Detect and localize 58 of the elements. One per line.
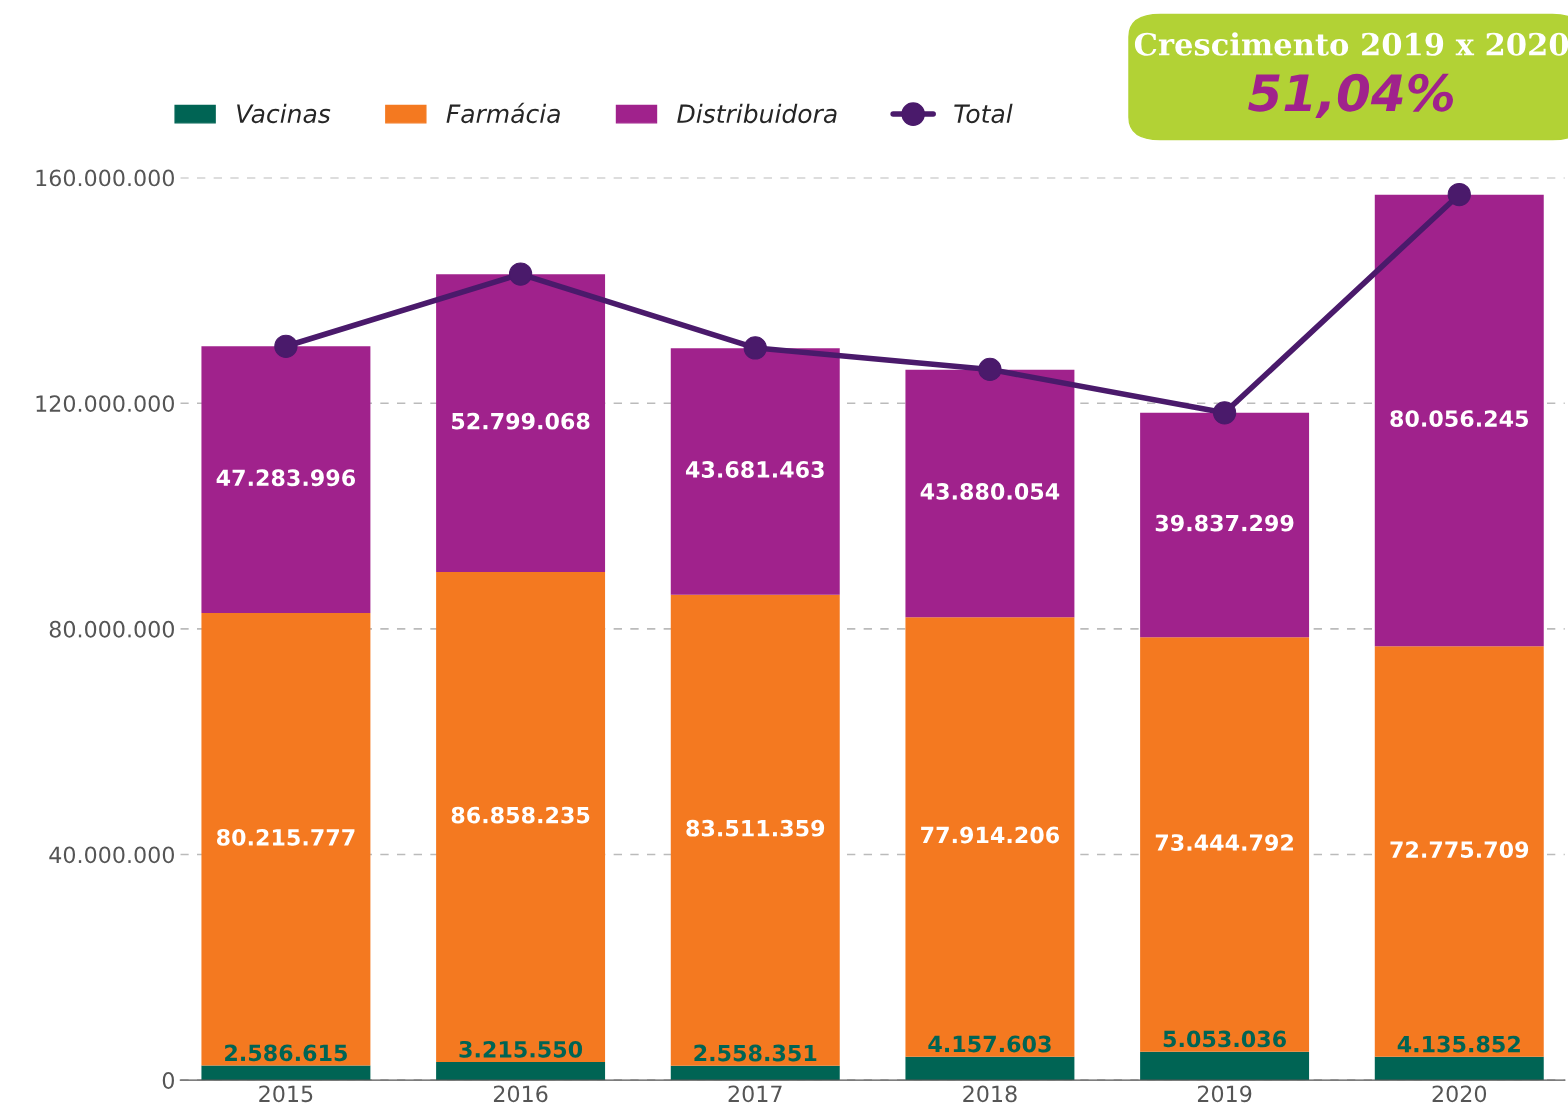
bar [1140,637,1310,1052]
bar [670,594,840,1066]
data-label: 72.775.709 [1390,841,1529,858]
data-label: 3.215.550 [459,1040,583,1058]
point [508,262,533,286]
bar [201,346,371,614]
legend-label: Total [954,103,1013,124]
data-label: 39.837.299 [1155,514,1294,532]
bar [905,617,1075,1057]
bar [670,348,840,595]
data-label: 86.858.235 [451,806,590,824]
bar [1374,646,1544,1057]
data-label: 2.586.615 [225,1044,347,1062]
data-label: 80.215.777 [216,828,355,846]
point [1212,401,1237,425]
bar [670,1065,840,1081]
data-label: 4.157.603 [928,1035,1051,1053]
point [274,334,298,358]
x-tick-label: 2020 [1432,1085,1487,1103]
data-label: 5.053.036 [1163,1030,1286,1048]
data-label: 80.056.245 [1390,410,1528,427]
point [1447,182,1471,207]
data-label: 73.444.792 [1155,834,1293,851]
x-tick-label: 2017 [728,1085,782,1103]
bar [905,1056,1075,1081]
bar [201,613,371,1066]
y-tick-label: 160.000.000 [36,169,174,187]
bar [1140,1051,1310,1081]
legend-label: Farmácia [446,102,560,124]
x-tick-label: 2015 [259,1085,313,1103]
bar [436,274,606,573]
bar [905,369,1075,618]
legend-label: Distribuidora [677,103,837,124]
data-label: 2.558.351 [694,1044,817,1062]
y-tick-label: 40.000.000 [49,846,174,864]
bar [1140,412,1310,638]
data-label: 47.283.996 [216,469,356,487]
x-tick-label: 2018 [963,1085,1017,1103]
y-tick-label: 80.000.000 [49,620,174,638]
x-tick-label: 2019 [1197,1085,1252,1103]
x-tick-label: 2016 [493,1085,548,1103]
y-tick-label: 0 [162,1072,174,1089]
data-label: 52.799.068 [452,412,590,430]
data-label: 43.880.054 [920,483,1060,500]
point [978,357,1002,382]
data-label: 77.914.206 [921,826,1060,844]
data-label: 83.511.359 [686,819,825,837]
data-label: 4.135.852 [1397,1035,1520,1053]
y-tick-label: 120.000.000 [36,395,174,412]
bar [1374,194,1544,647]
bar [436,572,606,1062]
point [743,336,767,360]
bar [1374,1056,1544,1081]
text: 51,04% [1248,73,1453,119]
text: Crescimento 2019 x 2020 [1134,32,1568,56]
bar [436,1062,606,1081]
legend-label: Vacinas [237,103,331,124]
data-label: 43.681.463 [685,461,824,478]
